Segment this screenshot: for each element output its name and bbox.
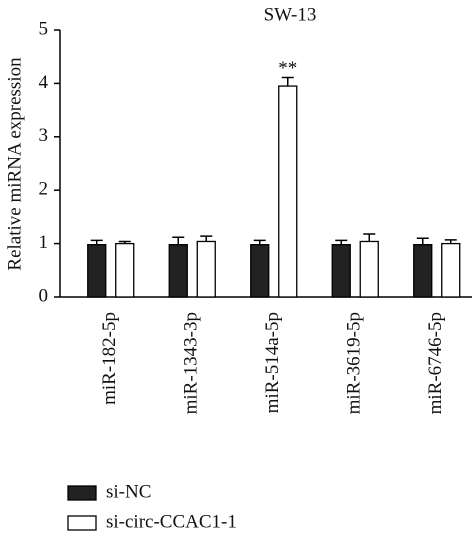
error-bar xyxy=(363,233,376,242)
error-bar xyxy=(281,76,294,87)
y-tick-label: 0 xyxy=(39,285,49,306)
error-bar xyxy=(90,239,103,245)
bar xyxy=(278,85,298,298)
bar xyxy=(168,244,188,298)
x-tick-label: miR-6746-5p xyxy=(425,312,446,414)
bar xyxy=(87,244,107,298)
legend-swatch xyxy=(67,515,97,531)
bar xyxy=(441,242,461,298)
error-bar xyxy=(253,239,266,245)
y-tick-label: 1 xyxy=(39,232,49,253)
y-tick-label: 4 xyxy=(39,72,49,93)
y-tick-label: 2 xyxy=(39,179,49,200)
y-axis-label: Relative miRNA expression xyxy=(4,57,25,271)
error-bar xyxy=(172,236,185,245)
annotation: ** xyxy=(278,58,297,79)
legend-label: si-circ-CCAC1-1 xyxy=(106,511,237,532)
bar xyxy=(331,244,351,298)
error-bar xyxy=(118,240,131,244)
x-tick-label: miR-182-5p xyxy=(99,312,120,405)
bar xyxy=(196,240,216,298)
bar xyxy=(250,244,270,298)
x-tick-label: miR-514a-5p xyxy=(262,312,283,413)
bar xyxy=(413,244,433,298)
bar xyxy=(115,242,135,298)
y-tick-label: 3 xyxy=(39,125,49,146)
error-bar xyxy=(200,235,213,242)
legend-swatch xyxy=(67,485,97,501)
x-tick-label: miR-1343-3p xyxy=(181,312,202,414)
error-bar xyxy=(416,237,429,245)
y-tick-label: 5 xyxy=(39,18,49,39)
legend-label: si-NC xyxy=(106,481,151,502)
x-tick-label: miR-3619-5p xyxy=(344,312,365,414)
error-bar xyxy=(335,239,348,245)
error-bar xyxy=(444,239,457,244)
bar xyxy=(359,240,379,298)
chart-title: SW-13 xyxy=(264,4,317,25)
